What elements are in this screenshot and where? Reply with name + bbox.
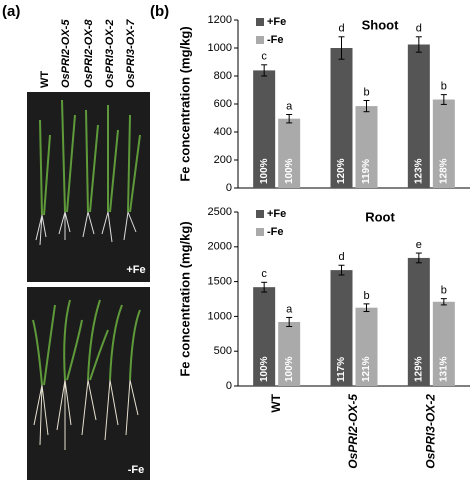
chart-title: Shoot xyxy=(362,17,399,32)
significance-letter: b xyxy=(363,290,369,302)
bar xyxy=(278,118,301,188)
bar xyxy=(330,48,353,188)
percent-label: 117% xyxy=(336,357,347,382)
percent-label: 121% xyxy=(361,356,372,382)
y-tick-label: 1200 xyxy=(208,14,232,26)
significance-letter: c xyxy=(261,51,267,63)
line-label: OsPRI2-OX-5 xyxy=(60,19,72,88)
significance-letter: d xyxy=(338,251,344,263)
percent-label: 123% xyxy=(413,158,424,184)
y-tick-label: 1000 xyxy=(208,42,232,54)
y-tick-label: 2000 xyxy=(208,241,232,253)
bar xyxy=(253,70,276,188)
significance-letter: d xyxy=(416,23,422,35)
line-label: OsPRI3-OX-7 xyxy=(125,19,137,88)
x-tick-label: WT xyxy=(269,393,283,412)
bar xyxy=(253,287,276,386)
legend-swatch xyxy=(256,210,264,218)
significance-letter: e xyxy=(416,239,422,251)
significance-letter: b xyxy=(441,285,447,297)
y-axis-label: Fe concentration (mg/kg) xyxy=(177,26,192,181)
percent-label: 120% xyxy=(336,158,347,184)
y-tick-label: 400 xyxy=(214,126,232,138)
condition-label: -Fe xyxy=(128,464,145,476)
bar xyxy=(278,321,301,386)
y-tick-label: 800 xyxy=(214,70,232,82)
significance-letter: b xyxy=(363,86,369,98)
panel-label: (b) xyxy=(150,3,169,20)
photo-minus-fe xyxy=(27,287,150,480)
significance-letter: c xyxy=(261,268,267,280)
y-tick-label: 600 xyxy=(214,98,232,110)
percent-label: 100% xyxy=(259,356,270,382)
y-tick-label: 1000 xyxy=(208,310,232,322)
bar xyxy=(355,307,378,386)
percent-label: 128% xyxy=(438,158,449,184)
legend-label: +Fe xyxy=(267,208,286,220)
y-tick-label: 0 xyxy=(226,182,232,194)
bar xyxy=(355,106,378,188)
percent-label: 129% xyxy=(413,356,424,382)
y-axis-label: Fe concentration (mg/kg) xyxy=(177,221,192,376)
x-tick-label: OsPRI2-OX-5 xyxy=(346,394,360,469)
significance-letter: b xyxy=(441,81,447,93)
y-tick-label: 0 xyxy=(226,380,232,392)
y-tick-label: 1500 xyxy=(208,276,232,288)
bar xyxy=(407,44,430,188)
line-label: OsPRI3-OX-2 xyxy=(104,20,116,88)
y-tick-label: 2500 xyxy=(208,206,232,218)
percent-label: 131% xyxy=(438,356,449,382)
bar xyxy=(407,257,430,386)
photo-plus-fe xyxy=(27,92,150,282)
percent-label: 119% xyxy=(361,159,372,184)
bar xyxy=(432,301,455,386)
x-tick-label: OsPRI3-OX-2 xyxy=(424,394,438,469)
legend-label: +Fe xyxy=(267,16,286,28)
y-tick-label: 500 xyxy=(214,345,232,357)
percent-label: 100% xyxy=(284,158,295,184)
percent-label: 100% xyxy=(284,356,295,382)
legend-swatch xyxy=(256,18,264,26)
line-label: OsPRI2-OX-8 xyxy=(83,19,95,88)
significance-letter: a xyxy=(286,303,293,315)
condition-label: +Fe xyxy=(126,264,145,276)
bar xyxy=(330,270,353,386)
legend-label: -Fe xyxy=(267,226,284,238)
legend-label: -Fe xyxy=(267,34,284,46)
significance-letter: d xyxy=(338,23,344,35)
chart-title: Root xyxy=(365,209,395,224)
y-tick-label: 200 xyxy=(214,154,232,166)
percent-label: 100% xyxy=(259,158,270,184)
line-label: WT xyxy=(39,71,51,88)
panel-label: (a) xyxy=(2,3,20,20)
bar xyxy=(432,99,455,188)
legend-swatch xyxy=(256,228,264,236)
significance-letter: a xyxy=(286,100,293,112)
legend-swatch xyxy=(256,36,264,44)
